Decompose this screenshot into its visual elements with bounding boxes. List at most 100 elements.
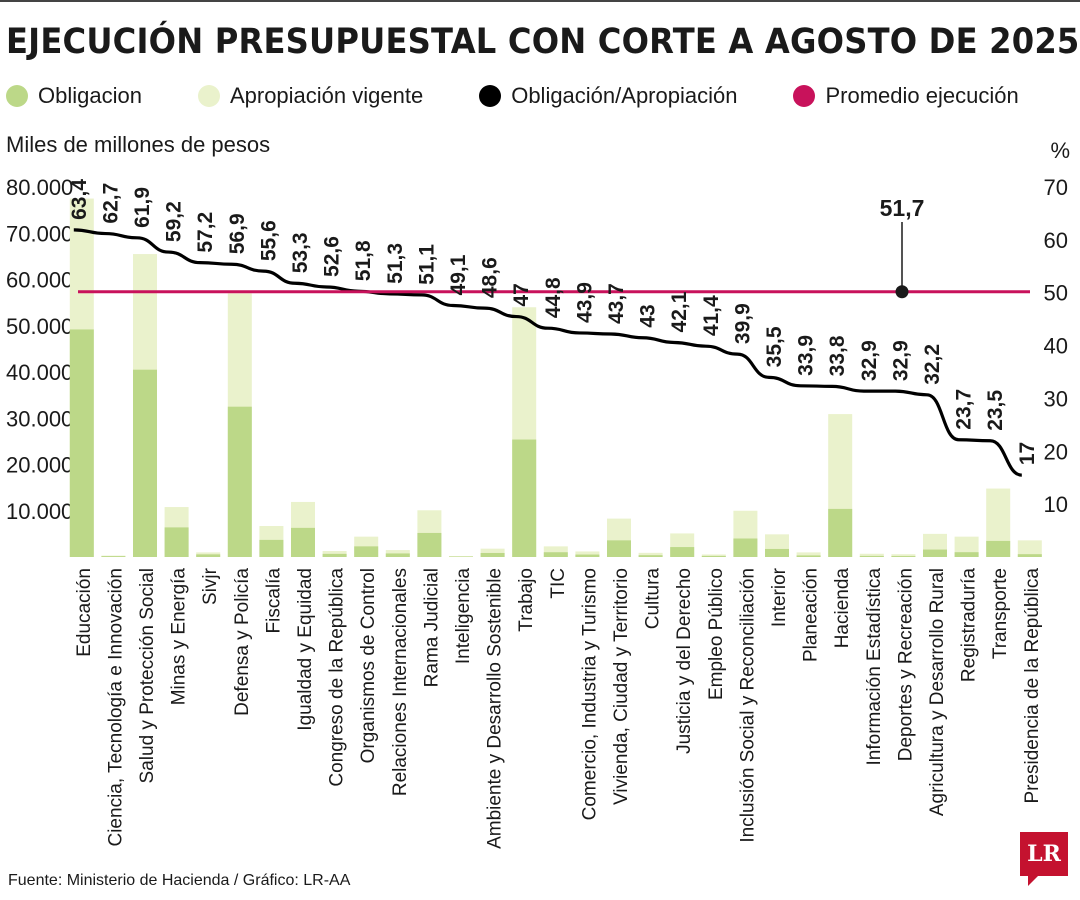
y2-tick-label: 70: [1044, 175, 1068, 200]
category-label: Registraduría: [959, 568, 980, 682]
bar-obligacion: [670, 547, 695, 557]
y2-tick-label: 40: [1044, 334, 1068, 359]
category-label: Planeación: [801, 568, 822, 662]
legend-label-ratio: Obligación/Apropiación: [511, 83, 738, 108]
ratio-data-label: 56,9: [226, 213, 249, 254]
ratio-data-label: 62,7: [99, 183, 122, 224]
y-tick-label: 40.000: [6, 360, 73, 385]
bar-obligacion: [923, 549, 947, 557]
source-note: Fuente: Ministerio de Hacienda / Gráfico…: [8, 872, 351, 889]
category-label: Fiscalía: [263, 568, 284, 634]
ratio-data-label: 61,9: [131, 187, 154, 228]
category-label: Transporte: [990, 568, 1011, 659]
ratio-data-label: 33,8: [826, 335, 849, 376]
legend-item-promedio: Promedio ejecución: [793, 83, 1019, 109]
category-label: Agricultura y Desarrollo Rural: [927, 568, 948, 816]
ratio-data-label: 33,9: [795, 335, 818, 376]
y-tick-label: 60.000: [6, 268, 73, 293]
legend-item-apropiacion: Apropiación vigente: [197, 83, 424, 109]
category-label: Minas y Energía: [169, 568, 190, 706]
legend-label-apropiacion: Apropiación vigente: [229, 83, 424, 108]
category-label: Hacienda: [832, 568, 853, 649]
promedio-label: 51,7: [880, 195, 925, 221]
bar-obligacion: [322, 553, 347, 557]
bar-obligacion: [796, 555, 821, 557]
legend-item-ratio: Obligación/Apropiación: [479, 83, 737, 109]
bar-obligacion: [638, 555, 663, 557]
category-label: Comercio, Industria y Turismo: [579, 568, 600, 820]
category-label: Trabajo: [516, 568, 537, 632]
bar-apropiacion: [701, 554, 726, 557]
y2-axis-title: %: [1050, 138, 1070, 163]
legend-swatch-apropiacion: [197, 85, 220, 107]
bar-apropiacion: [480, 548, 505, 557]
category-label: Inteligencia: [453, 568, 474, 665]
category-label: Empleo Público: [706, 568, 727, 700]
ratio-data-label: 63,4: [68, 179, 91, 220]
legend-label-obligacion: Obligacion: [38, 83, 142, 108]
y-tick-label: 10.000: [6, 499, 73, 524]
bar-obligacion: [1017, 554, 1042, 557]
bar-obligacion: [196, 554, 221, 557]
category-label: Salud y Protección Social: [137, 568, 158, 783]
legend-label-promedio: Promedio ejecución: [825, 83, 1019, 108]
bar-obligacion: [291, 527, 315, 557]
y-tick-label: 30.000: [6, 406, 73, 431]
bar-obligacion: [765, 548, 789, 557]
ratio-data-label: 17: [1016, 442, 1039, 465]
bar-obligacion: [607, 540, 631, 557]
ratio-line: [73, 228, 1023, 477]
bar-obligacion: [354, 546, 379, 557]
category-label: Interior: [769, 567, 790, 627]
ratio-data-label: 44,8: [542, 277, 565, 318]
y-axis-title: Miles de millones de pesos: [6, 132, 271, 157]
chart-title: EJECUCIÓN PRESUPUESTAL CON CORTE A AGOST…: [6, 22, 1080, 62]
ratio-data-label: 39,9: [731, 303, 754, 344]
ratio-data-label: 43: [637, 304, 660, 327]
ratio-data-label: 23,7: [953, 389, 976, 430]
y2-tick-label: 60: [1044, 228, 1068, 253]
bar-obligacion: [575, 554, 600, 557]
category-label: Deportes y Recreación: [895, 568, 916, 761]
bar-obligacion: [164, 527, 189, 557]
bar-apropiacion: [575, 551, 600, 557]
category-label: Información Estadística: [864, 568, 885, 766]
ratio-data-label: 35,5: [763, 326, 786, 367]
y-tick-label: 80.000: [6, 175, 73, 200]
y-tick-label: 50.000: [6, 314, 73, 339]
y-tick-label: 70.000: [6, 221, 73, 246]
bar-obligacion: [69, 329, 94, 557]
legend-swatch-obligacion: [6, 85, 28, 107]
bar-apropiacion: [543, 546, 568, 557]
ratio-data-label: 51,1: [415, 244, 438, 285]
bar-obligacion: [954, 552, 979, 557]
category-label: Educación: [74, 568, 95, 657]
bar-obligacion: [227, 406, 252, 557]
ratio-data-label: 42,1: [668, 291, 691, 332]
bar-obligacion: [986, 540, 1011, 557]
bar-obligacion: [733, 538, 758, 557]
bar-obligacion: [828, 508, 853, 557]
bar-obligacion: [259, 539, 284, 557]
ratio-data-label: 32,9: [858, 340, 881, 381]
ratio-data-label: 43,9: [573, 282, 596, 323]
category-label: Vivienda, Ciudad y Territorio: [611, 568, 632, 805]
legend-swatch-ratio: [479, 85, 502, 107]
bar-apropiacion: [638, 552, 663, 557]
ratio-data-label: 52,6: [321, 236, 344, 277]
category-label: Rama Judicial: [421, 568, 442, 687]
category-label: Ciencia, Tecnología e Innovación: [105, 568, 126, 847]
category-label: Presidencia de la República: [1022, 568, 1043, 804]
ratio-data-label: 23,5: [984, 390, 1007, 431]
category-label: Igualdad y Equidad: [295, 568, 316, 731]
y2-tick-label: 10: [1044, 492, 1068, 517]
y2-tick-label: 30: [1044, 386, 1068, 411]
category-label: Sivjr: [200, 567, 221, 605]
ratio-data-label: 41,4: [700, 295, 723, 336]
legend-item-obligacion: Obligacion: [6, 83, 142, 109]
y-tick-label: 20.000: [6, 453, 73, 478]
category-label: Congreso de la República: [327, 568, 348, 787]
bar-obligacion: [101, 556, 126, 557]
category-label: TIC: [548, 568, 569, 599]
